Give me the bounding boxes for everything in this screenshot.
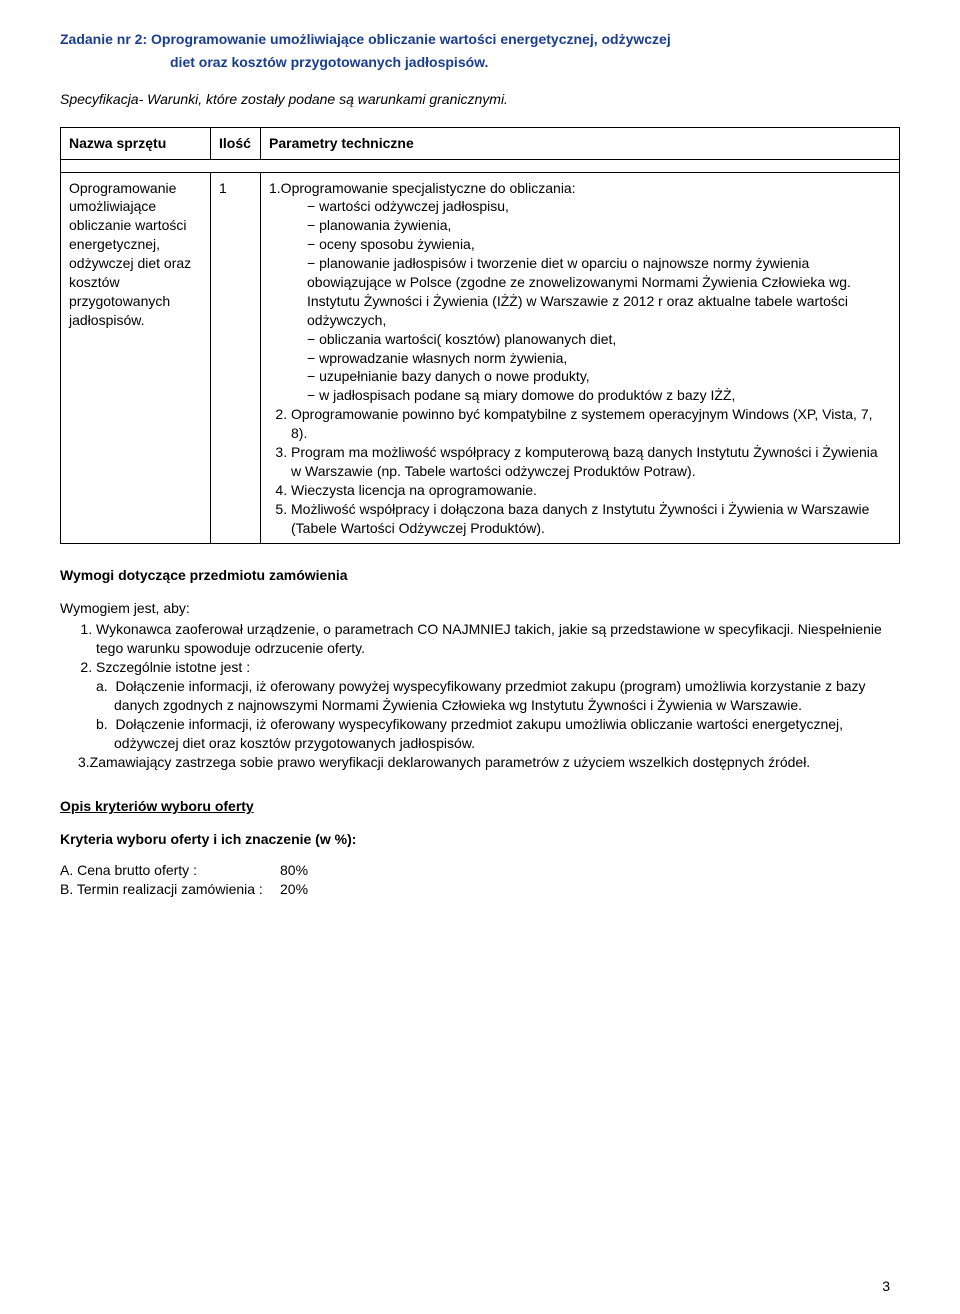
list-item: w jadłospisach podane są miary domowe do… — [307, 386, 891, 405]
list-item: planowanie jadłospisów i tworzenie diet … — [307, 254, 891, 330]
criteria-sub: Kryteria wyboru oferty i ich znaczenie (… — [60, 830, 900, 849]
list-item: planowania żywienia, — [307, 216, 891, 235]
td-qty: 1 — [211, 172, 261, 544]
list-item: uzupełnianie bazy danych o nowe produkty… — [307, 367, 891, 386]
req-a-text: Dołączenie informacji, iż oferowany powy… — [114, 678, 866, 713]
list-item: Możliwość współpracy i dołączona baza da… — [291, 500, 891, 538]
task-title-line1: Zadanie nr 2: Oprogramowanie umożliwiają… — [60, 30, 900, 49]
spec-label: Specyfikacja- — [60, 91, 143, 107]
list-item: b. Dołączenie informacji, iż oferowany w… — [96, 715, 900, 753]
spec-line: Specyfikacja- Warunki, które zostały pod… — [60, 90, 900, 109]
list-item: obliczania wartości( kosztów) planowanyc… — [307, 330, 891, 349]
param-1-lead: 1.Oprogramowanie specjalistyczne do obli… — [269, 179, 891, 198]
list-item: Wykonawca zaoferował urządzenie, o param… — [96, 620, 900, 658]
criteria-row-a: A. Cena brutto oferty : 80% — [60, 861, 900, 880]
requirements-alpha: a. Dołączenie informacji, iż oferowany p… — [96, 677, 900, 753]
td-name: Oprogramowanie umożliwiające obliczanie … — [61, 172, 211, 544]
task-title: Zadanie nr 2: Oprogramowanie umożliwiają… — [60, 30, 900, 72]
param-1-list: wartości odżywczej jadłospisu, planowani… — [307, 197, 891, 405]
criteria-row-b: B. Termin realizacji zamówienia : 20% — [60, 880, 900, 899]
criteria-b-value: 20% — [280, 880, 308, 899]
criteria-b-label: B. Termin realizacji zamówienia : — [60, 880, 280, 899]
page-number: 3 — [882, 1277, 890, 1296]
table-row: Oprogramowanie umożliwiające obliczanie … — [61, 172, 900, 544]
th-name: Nazwa sprzętu — [61, 127, 211, 159]
th-qty: Ilość — [211, 127, 261, 159]
param-numbered: Oprogramowanie powinno być kompatybilne … — [291, 405, 891, 537]
task-title-line2: diet oraz kosztów przygotowanych jadłosp… — [170, 53, 900, 72]
criteria-heading: Opis kryteriów wyboru oferty — [60, 797, 900, 816]
list-item: Szczególnie istotne jest : — [96, 658, 900, 677]
list-item: Wieczysta licencja na oprogramowanie. — [291, 481, 891, 500]
list-item: a. Dołączenie informacji, iż oferowany p… — [96, 677, 900, 715]
criteria-a-label: A. Cena brutto oferty : — [60, 861, 280, 880]
requirements-n3: 3.Zamawiający zastrzega sobie prawo wery… — [78, 753, 900, 772]
td-params: 1.Oprogramowanie specjalistyczne do obli… — [261, 172, 900, 544]
requirements-intro: Wymogiem jest, aby: — [60, 599, 900, 618]
list-item: wprowadzanie własnych norm żywienia, — [307, 349, 891, 368]
spec-table: Nazwa sprzętu Ilość Parametry techniczne… — [60, 127, 900, 545]
criteria-a-value: 80% — [280, 861, 308, 880]
list-item: oceny sposobu żywienia, — [307, 235, 891, 254]
req-b-text: Dołączenie informacji, iż oferowany wysp… — [114, 716, 843, 751]
table-header-row: Nazwa sprzętu Ilość Parametry techniczne — [61, 127, 900, 159]
requirements-heading: Wymogi dotyczące przedmiotu zamówienia — [60, 566, 900, 585]
table-spacer-row — [61, 159, 900, 172]
list-item: Oprogramowanie powinno być kompatybilne … — [291, 405, 891, 443]
requirements-list: Wykonawca zaoferował urządzenie, o param… — [96, 620, 900, 677]
th-params: Parametry techniczne — [261, 127, 900, 159]
spec-text: Warunki, które zostały podane są warunka… — [143, 91, 508, 107]
list-item: wartości odżywczej jadłospisu, — [307, 197, 891, 216]
list-item: Program ma możliwość współpracy z komput… — [291, 443, 891, 481]
